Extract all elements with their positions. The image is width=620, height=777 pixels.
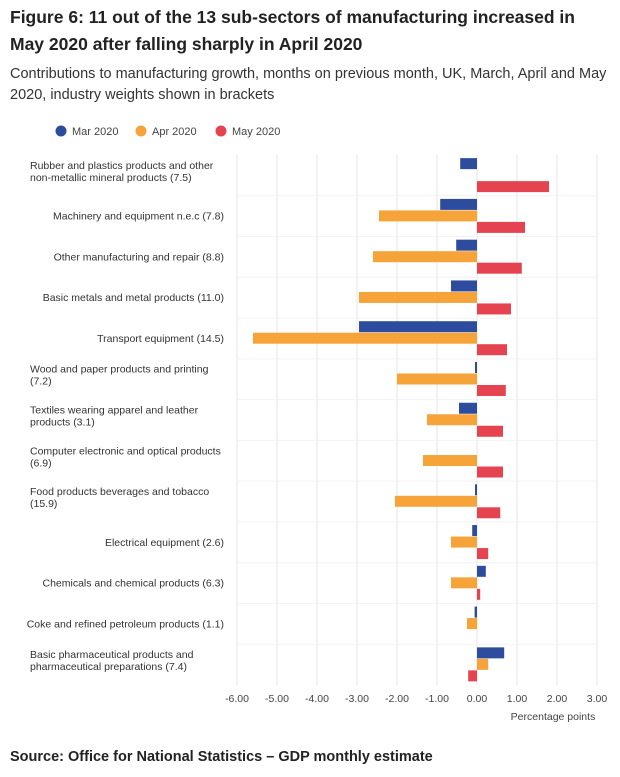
bar — [477, 588, 481, 600]
legend-marker — [55, 125, 67, 137]
chart-legend: Mar 2020 Apr 2020 May 2020 — [55, 125, 280, 138]
bar — [474, 606, 477, 618]
chart-gridlines — [236, 155, 598, 685]
bar — [459, 402, 477, 414]
category-label: Transport equipment (14.5) — [97, 333, 224, 345]
bar — [477, 181, 549, 193]
x-tick-label: -5.00 — [265, 693, 289, 705]
x-tick-label: 2.00 — [547, 693, 568, 705]
category-label: (15.9) — [30, 498, 57, 510]
bar — [451, 577, 477, 589]
bar — [359, 291, 477, 303]
category-label: Basic pharmaceutical products and — [30, 649, 194, 661]
category-label: Other manufacturing and repair (8.8) — [54, 251, 224, 263]
x-tick-label: -1.00 — [425, 693, 449, 705]
bar — [460, 158, 477, 170]
bar — [456, 239, 477, 251]
legend-label: May 2020 — [232, 126, 280, 138]
legend-marker — [135, 125, 147, 137]
source-note: Source: Office for National Statistics –… — [10, 749, 433, 765]
bar — [397, 373, 477, 385]
category-label: products (3.1) — [30, 417, 95, 429]
bar — [475, 484, 477, 496]
x-axis-label: Percentage points — [511, 711, 596, 723]
bar — [477, 658, 489, 670]
bar — [423, 455, 477, 467]
category-label: Food products beverages and tobacco — [30, 486, 209, 498]
category-label: Coke and refined petroleum products (1.1… — [27, 618, 224, 630]
bar — [359, 321, 477, 333]
bar — [477, 507, 501, 519]
bar — [395, 495, 477, 507]
category-label: Rubber and plastics products and other — [30, 160, 214, 172]
category-label: non-metallic mineral products (7.5) — [30, 172, 192, 184]
chart-title: Figure 6: 11 out of the 13 sub-sectors o… — [10, 7, 575, 54]
bar — [379, 210, 477, 222]
bar — [477, 221, 525, 233]
category-label: Textiles wearing apparel and leather — [30, 405, 199, 417]
bar — [477, 647, 505, 659]
bar — [451, 536, 477, 548]
legend-label: Mar 2020 — [72, 126, 118, 138]
x-tick-label: -3.00 — [345, 693, 369, 705]
legend-label: Apr 2020 — [152, 126, 197, 138]
bar — [253, 332, 477, 344]
bar — [477, 384, 506, 396]
x-tick-label: -2.00 — [385, 693, 409, 705]
bar — [440, 198, 477, 210]
bar — [451, 280, 477, 292]
category-label: Basic metals and metal products (11.0) — [43, 292, 224, 304]
category-label: Electrical equipment (2.6) — [105, 537, 224, 549]
chart-bars — [253, 158, 549, 682]
bar — [477, 425, 503, 437]
category-label: (6.9) — [30, 457, 52, 469]
x-tick-label: 0.00 — [467, 693, 488, 705]
category-label: Chemicals and chemical products (6.3) — [43, 578, 225, 590]
x-tick-label: -6.00 — [225, 693, 249, 705]
chart-subtitle: Contributions to manufacturing growth, m… — [10, 66, 607, 103]
bar — [477, 565, 486, 577]
bar — [477, 466, 503, 478]
bar — [475, 361, 477, 373]
x-tick-label: 1.00 — [507, 693, 528, 705]
bar — [477, 262, 522, 274]
bar — [472, 525, 477, 537]
bar — [477, 548, 489, 560]
bar — [468, 670, 477, 682]
category-label: (7.2) — [30, 376, 52, 388]
bar — [373, 251, 477, 263]
category-label: Computer electronic and optical products — [30, 445, 221, 457]
bar — [477, 303, 511, 315]
bar — [477, 344, 507, 356]
bar — [467, 618, 477, 630]
category-label: Machinery and equipment n.e.c (7.8) — [53, 211, 224, 223]
x-tick-label: -4.00 — [305, 693, 329, 705]
legend-marker — [215, 125, 227, 137]
category-label: pharmaceutical preparations (7.4) — [30, 661, 187, 673]
category-labels: Rubber and plastics products and otherno… — [27, 160, 224, 673]
bar — [427, 414, 477, 426]
category-label: Wood and paper products and printing — [30, 364, 209, 376]
x-axis-ticks: -6.00 -5.00 -4.00 -3.00 -2.00 -1.00 0.00 1.00 2.… — [225, 693, 607, 705]
x-tick-label: 3.00 — [587, 693, 608, 705]
